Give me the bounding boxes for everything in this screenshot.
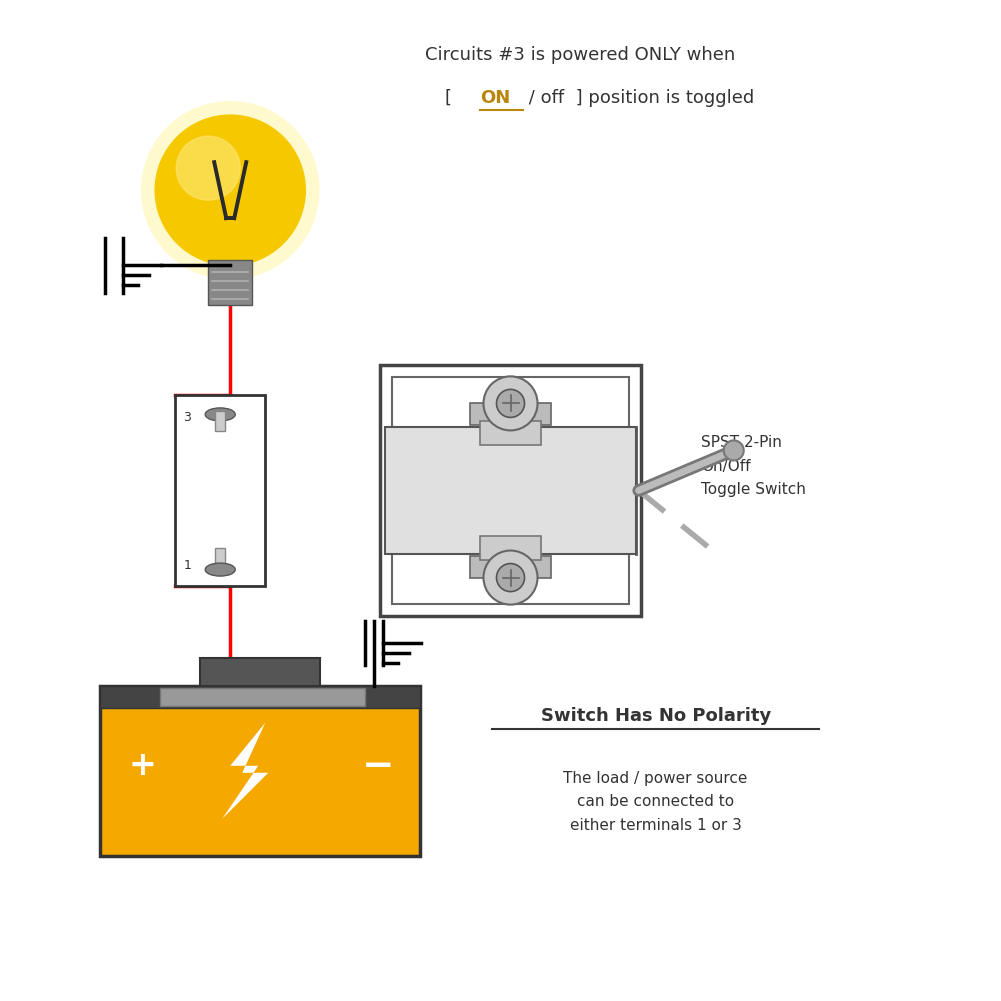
Text: / off  ] position is toggled: / off ] position is toggled [523, 89, 754, 107]
Bar [160, 688, 365, 706]
Bar [100, 686, 420, 856]
Circle shape [176, 136, 240, 200]
Bar [100, 686, 420, 708]
Bar [215, 548, 225, 568]
Bar [480, 421, 541, 445]
Circle shape [483, 551, 538, 605]
Text: The load / power source
can be connected to
either terminals 1 or 3: The load / power source can be connected… [564, 771, 748, 833]
Bar [215, 411, 225, 431]
Bar [470, 403, 551, 425]
Circle shape [483, 376, 538, 430]
Text: +: + [128, 750, 156, 782]
Circle shape [142, 102, 318, 278]
Text: Switch Has No Polarity: Switch Has No Polarity [541, 707, 771, 725]
Circle shape [496, 564, 525, 592]
Circle shape [724, 440, 744, 460]
Text: 3: 3 [183, 411, 191, 423]
Bar [480, 536, 541, 560]
Text: [: [ [445, 89, 463, 107]
Text: 1: 1 [183, 560, 191, 572]
Bar [175, 395, 265, 586]
Circle shape [155, 115, 305, 265]
Text: Circuits #3 is powered ONLY when: Circuits #3 is powered ONLY when [425, 46, 736, 64]
Ellipse shape [205, 563, 235, 576]
Circle shape [496, 389, 525, 417]
Bar [208, 260, 252, 305]
Ellipse shape [205, 407, 235, 420]
Text: ON: ON [480, 89, 511, 107]
Bar [200, 658, 320, 686]
Text: −: − [362, 747, 394, 785]
Bar [470, 556, 551, 578]
Text: SPST 2-Pin
On/Off
Toggle Switch: SPST 2-Pin On/Off Toggle Switch [701, 435, 806, 497]
Bar [385, 427, 636, 554]
Bar [392, 377, 629, 604]
Bar [380, 365, 641, 616]
Polygon shape [222, 723, 268, 819]
